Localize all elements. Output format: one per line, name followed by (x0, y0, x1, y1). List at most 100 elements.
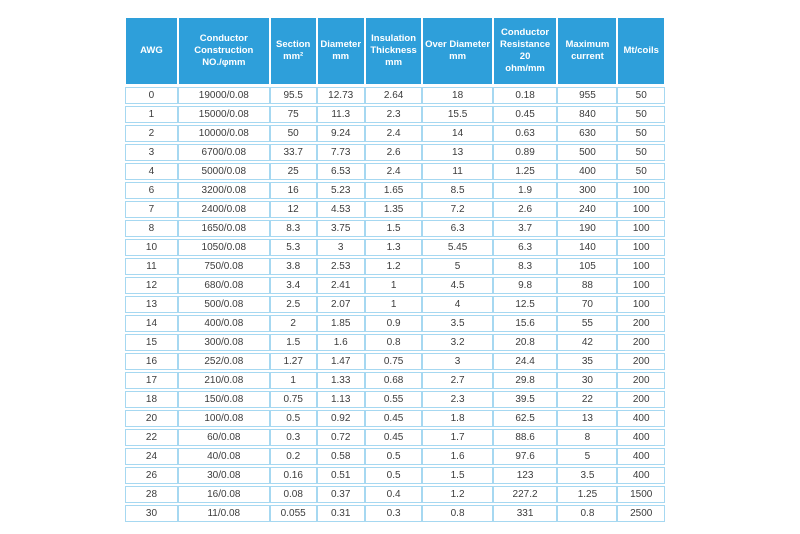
table-cell: 25 (269, 163, 317, 180)
table-cell: 6.3 (492, 239, 558, 256)
table-cell: 2.64 (364, 87, 423, 104)
table-cell: 1 (269, 372, 317, 389)
table-cell: 100 (617, 182, 665, 199)
table-cell: 750/0.08 (177, 258, 270, 275)
col-header-insulation-thickness: Insulation Thickness mm (364, 17, 423, 85)
table-row: 17 210/0.08 1 1.33 0.68 2.7 29.8 30 200 (125, 372, 665, 389)
awg-spec-table: AWG Conductor Construction NO./φmm Secti… (125, 15, 665, 524)
table-cell: 9.8 (492, 277, 558, 294)
table-cell: 6.3 (422, 220, 493, 237)
table-cell: 200 (617, 334, 665, 351)
table-cell: 7.2 (422, 201, 493, 218)
table-row: 14 400/0.08 2 1.85 0.9 3.5 15.6 55 200 (125, 315, 665, 332)
table-row: 4 5000/0.08 25 6.53 2.4 11 1.25 400 50 (125, 163, 665, 180)
table-cell: 14 (125, 315, 178, 332)
table-cell: 2.53 (316, 258, 365, 275)
table-cell: 9.24 (316, 125, 365, 142)
table-header: AWG Conductor Construction NO./φmm Secti… (125, 17, 665, 85)
table-cell: 680/0.08 (177, 277, 270, 294)
table-row: 28 16/0.08 0.08 0.37 0.4 1.2 227.2 1.25 1500 (125, 486, 665, 503)
table-cell: 3 (316, 239, 365, 256)
table-row: 6 3200/0.08 16 5.23 1.65 8.5 1.9 300 100 (125, 182, 665, 199)
table-cell: 40/0.08 (177, 448, 270, 465)
table-cell: 13 (422, 144, 493, 161)
table-cell: 0.45 (364, 410, 423, 427)
table-cell: 400 (617, 429, 665, 446)
table-cell: 16 (125, 353, 178, 370)
table-cell: 300/0.08 (177, 334, 270, 351)
table-cell: 0.16 (269, 467, 317, 484)
table-cell: 1.6 (316, 334, 365, 351)
table-cell: 15 (125, 334, 178, 351)
table-cell: 5.3 (269, 239, 317, 256)
table-cell: 0.5 (364, 467, 423, 484)
col-header-conductor-resistance: Conductor Resistance 20 ohm/mm (492, 17, 558, 85)
table-cell: 140 (557, 239, 618, 256)
table-cell: 500 (557, 144, 618, 161)
table-cell: 2.5 (269, 296, 317, 313)
table-cell: 1 (125, 106, 178, 123)
table-cell: 1.5 (364, 220, 423, 237)
table-row: 11 750/0.08 3.8 2.53 1.2 5 8.3 105 100 (125, 258, 665, 275)
table-cell: 0.08 (269, 486, 317, 503)
col-header-mt-coils: Mt/coils (617, 17, 665, 85)
table-cell: 1.33 (316, 372, 365, 389)
table-cell: 55 (557, 315, 618, 332)
table-cell: 1 (364, 277, 423, 294)
table-cell: 2.4 (364, 125, 423, 142)
table-cell: 30 (125, 505, 178, 522)
table-cell: 0.18 (492, 87, 558, 104)
table-row: 24 40/0.08 0.2 0.58 0.5 1.6 97.6 5 400 (125, 448, 665, 465)
table-cell: 200 (617, 372, 665, 389)
table-cell: 16/0.08 (177, 486, 270, 503)
table-cell: 2.7 (422, 372, 493, 389)
table-cell: 252/0.08 (177, 353, 270, 370)
table-cell: 15000/0.08 (177, 106, 270, 123)
table-cell: 12.73 (316, 87, 365, 104)
table-cell: 1.8 (422, 410, 493, 427)
table-cell: 62.5 (492, 410, 558, 427)
table-cell: 1.7 (422, 429, 493, 446)
col-header-awg: AWG (125, 17, 178, 85)
table-cell: 60/0.08 (177, 429, 270, 446)
table-cell: 1.25 (557, 486, 618, 503)
table-cell: 11 (125, 258, 178, 275)
table-cell: 300 (557, 182, 618, 199)
table-cell: 150/0.08 (177, 391, 270, 408)
table-cell: 3.5 (422, 315, 493, 332)
table-cell: 2.07 (316, 296, 365, 313)
table-cell: 2.41 (316, 277, 365, 294)
table-cell: 16 (269, 182, 317, 199)
table-row: 30 11/0.08 0.055 0.31 0.3 0.8 331 0.8 2500 (125, 505, 665, 522)
table-cell: 1.3 (364, 239, 423, 256)
table-cell: 1.2 (422, 486, 493, 503)
table-cell: 0.4 (364, 486, 423, 503)
table-cell: 331 (492, 505, 558, 522)
table-cell: 400 (617, 448, 665, 465)
table-cell: 95.5 (269, 87, 317, 104)
table-cell: 100/0.08 (177, 410, 270, 427)
table-cell: 18 (422, 87, 493, 104)
table-cell: 0.8 (364, 334, 423, 351)
table-cell: 50 (617, 87, 665, 104)
table-cell: 8.3 (269, 220, 317, 237)
table-cell: 33.7 (269, 144, 317, 161)
table-row: 10 1050/0.08 5.3 3 1.3 5.45 6.3 140 100 (125, 239, 665, 256)
table-cell: 29.8 (492, 372, 558, 389)
table-cell: 22 (557, 391, 618, 408)
table-cell: 6.53 (316, 163, 365, 180)
table-cell: 5.23 (316, 182, 365, 199)
table-row: 15 300/0.08 1.5 1.6 0.8 3.2 20.8 42 200 (125, 334, 665, 351)
table-cell: 2 (269, 315, 317, 332)
table-cell: 6700/0.08 (177, 144, 270, 161)
table-cell: 0.9 (364, 315, 423, 332)
table-cell: 13 (557, 410, 618, 427)
table-cell: 210/0.08 (177, 372, 270, 389)
table-cell: 0.72 (316, 429, 365, 446)
table-row: 2 10000/0.08 50 9.24 2.4 14 0.63 630 50 (125, 125, 665, 142)
table-cell: 400/0.08 (177, 315, 270, 332)
table-cell: 22 (125, 429, 178, 446)
table-cell: 13 (125, 296, 178, 313)
table-cell: 100 (617, 296, 665, 313)
table-row: 0 19000/0.08 95.5 12.73 2.64 18 0.18 955 50 (125, 87, 665, 104)
